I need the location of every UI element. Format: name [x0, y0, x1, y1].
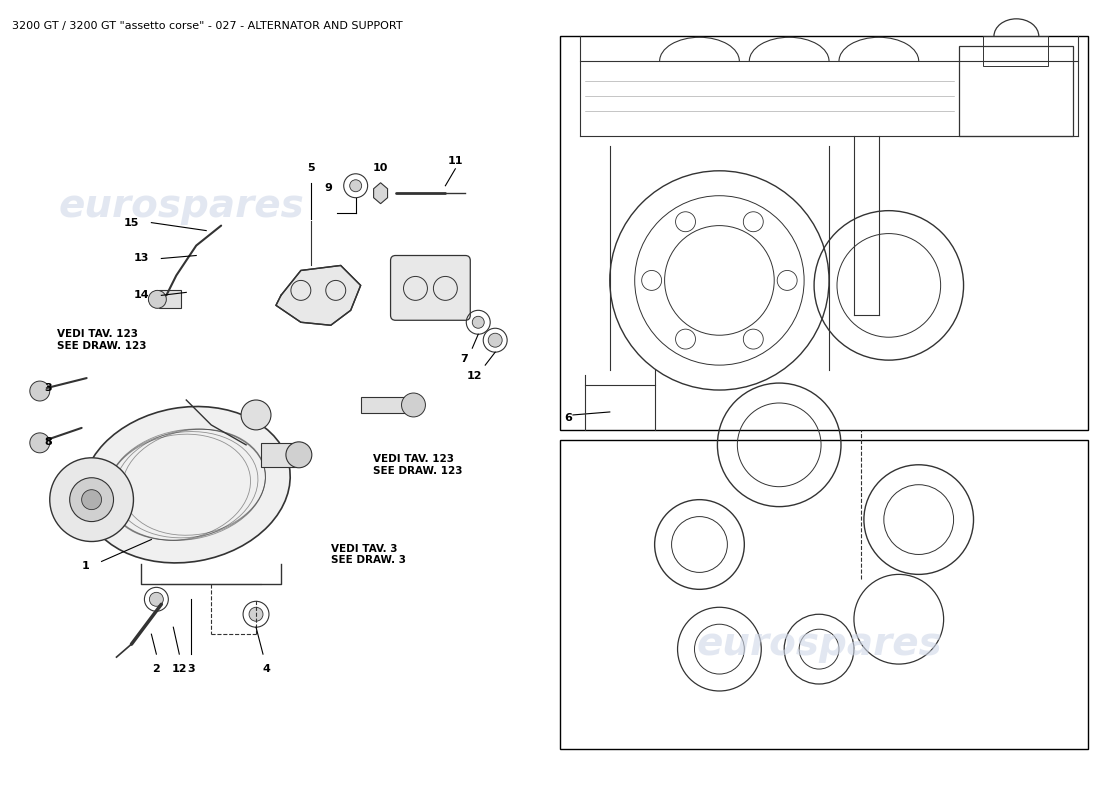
Circle shape — [30, 381, 50, 401]
Circle shape — [150, 592, 163, 606]
Text: eurospares: eurospares — [58, 186, 305, 225]
Polygon shape — [276, 266, 361, 326]
Circle shape — [402, 393, 426, 417]
Text: 7: 7 — [461, 354, 469, 364]
Text: 3: 3 — [187, 664, 195, 674]
Text: 9: 9 — [324, 182, 332, 193]
Bar — [160, 290, 182, 308]
FancyBboxPatch shape — [390, 255, 471, 320]
Circle shape — [241, 400, 271, 430]
Text: VEDI TAV. 3
SEE DRAW. 3: VEDI TAV. 3 SEE DRAW. 3 — [331, 544, 406, 566]
Text: 3: 3 — [44, 383, 52, 393]
Text: eurospares: eurospares — [696, 625, 942, 663]
Circle shape — [488, 334, 503, 347]
Bar — [560, 36, 1088, 430]
Circle shape — [472, 316, 484, 328]
Text: 15: 15 — [124, 218, 140, 228]
Bar — [361, 397, 408, 413]
Bar — [983, 36, 1048, 66]
Text: VEDI TAV. 123
SEE DRAW. 123: VEDI TAV. 123 SEE DRAW. 123 — [373, 454, 462, 475]
Text: 8: 8 — [44, 437, 52, 447]
Text: 3200 GT / 3200 GT "assetto corse" - 027 - ALTERNATOR AND SUPPORT: 3200 GT / 3200 GT "assetto corse" - 027 … — [12, 22, 403, 31]
Text: VEDI TAV. 123
SEE DRAW. 123: VEDI TAV. 123 SEE DRAW. 123 — [57, 330, 146, 351]
Text: 2: 2 — [153, 664, 161, 674]
Circle shape — [350, 180, 362, 192]
Circle shape — [50, 458, 133, 542]
Text: 14: 14 — [134, 290, 150, 300]
Polygon shape — [374, 182, 387, 204]
Circle shape — [286, 442, 311, 468]
Circle shape — [69, 478, 113, 522]
Text: 5: 5 — [307, 162, 315, 173]
Text: 12: 12 — [172, 664, 187, 674]
Circle shape — [81, 490, 101, 510]
Bar — [261, 443, 296, 466]
Text: 13: 13 — [134, 254, 150, 263]
Text: 10: 10 — [373, 162, 388, 173]
Circle shape — [249, 607, 263, 622]
Text: 1: 1 — [81, 562, 89, 571]
Bar — [560, 440, 1088, 749]
Bar — [958, 46, 1074, 136]
Text: 6: 6 — [564, 413, 572, 423]
Ellipse shape — [82, 406, 290, 563]
Circle shape — [30, 433, 50, 453]
Text: 11: 11 — [448, 156, 463, 166]
Text: 12: 12 — [466, 371, 482, 381]
Text: 4: 4 — [262, 664, 270, 674]
Circle shape — [148, 290, 166, 308]
